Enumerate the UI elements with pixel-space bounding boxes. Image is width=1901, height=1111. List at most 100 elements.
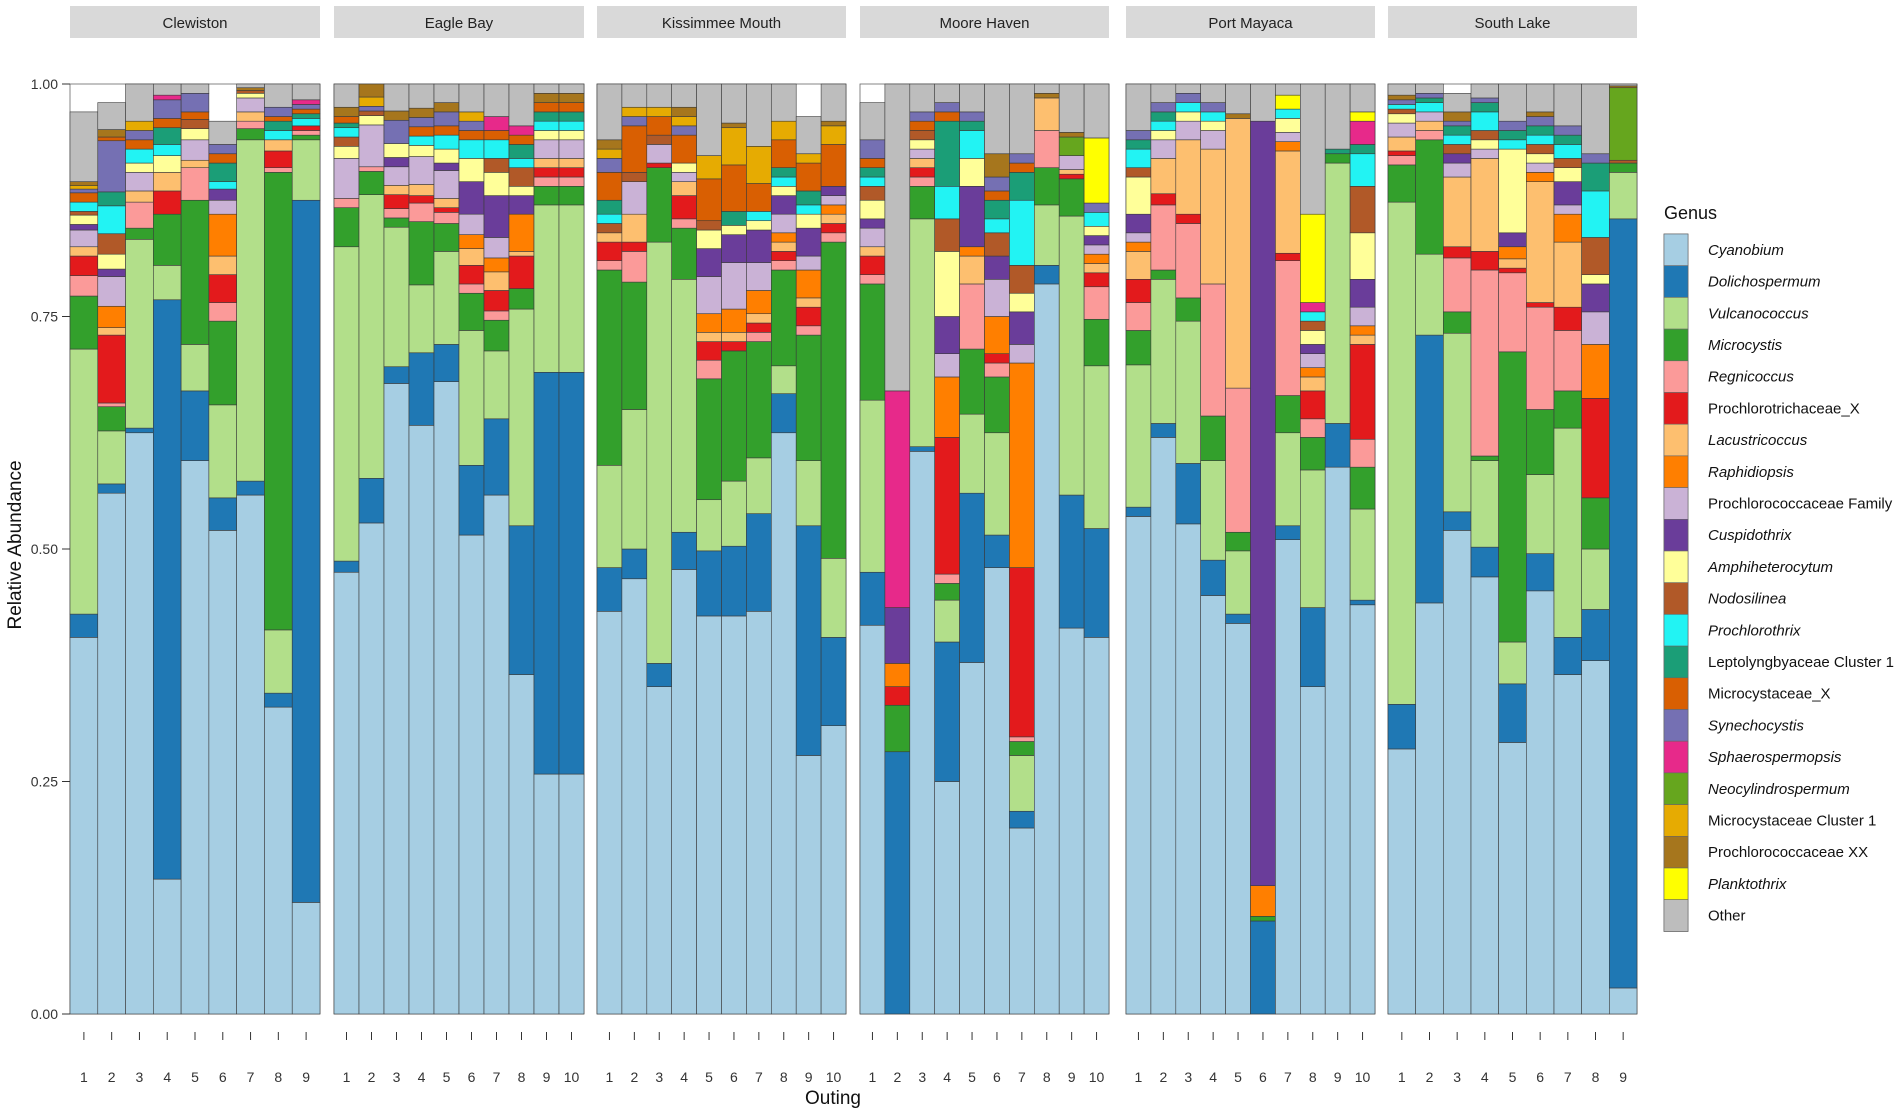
- bar-segment: Clewiston 6 – Raphidiopsis: 0.045: [208, 213, 237, 257]
- legend-label: Lacustricoccus: [1708, 432, 1808, 449]
- bar-segment: Port Mayaca 8 – Prochlorotrichaceae_X: 0…: [1300, 390, 1326, 420]
- bar-segment: Kissimmee Mouth 7 – Vulcanococcus: 0.06: [746, 457, 772, 514]
- bar-segment: Port Mayaca 7 – Prochlorothrix: 0.01: [1275, 108, 1301, 119]
- bar-segment: Moore Haven 7 – Raphidiopsis: 0.22: [1009, 362, 1035, 568]
- facet-label: Kissimmee Mouth: [662, 15, 781, 32]
- bar-segment: Moore Haven 9 – Prochlorococcaceae XX: 0…: [1058, 132, 1085, 138]
- bar-segment: Moore Haven 7 – Leptolyngbyaceae Cluster…: [1009, 172, 1035, 201]
- bar-segment: Eagle Bay 10 – Prochlorothrix: 0.01: [558, 120, 585, 131]
- bar-segment: Moore Haven 1 – Dolichospermum: 0.057: [859, 571, 886, 626]
- bar-segment: Moore Haven 6 – Microcystaceae_X: 0.01: [984, 190, 1010, 201]
- bar-segment: Clewiston 2 – Prochlorococcaceae XX: 0.0…: [97, 129, 126, 138]
- bar-segment: South Lake 2 – Leptolyngbyaceae Cluster …: [1415, 97, 1444, 103]
- bar-segment: Moore Haven 6 – Microcystis: 0.06: [984, 376, 1010, 434]
- bar-segment: Port Mayaca 7 – Raphidiopsis: 0.01: [1275, 141, 1301, 152]
- bar-segment: Moore Haven 5 – Cyanobium: 0.378: [959, 662, 985, 1015]
- bar-segment: South Lake 1 – Dolichospermum: 0.048: [1387, 704, 1416, 750]
- bar-segment: Kissimmee Mouth 7 – Cuspidothrix: 0.035: [746, 229, 772, 263]
- bar-segment: Eagle Bay 7 – Prochlorothrix: 0.02: [483, 139, 510, 159]
- bar-segment: Port Mayaca 8 – Regnicoccus: 0.02: [1300, 418, 1326, 438]
- bar-segment: Kissimmee Mouth 1 – Nodosilinea: 0.01: [596, 223, 623, 234]
- bar-segment: Clewiston 9 – Cyanobium: 0.12: [291, 902, 321, 1015]
- bar-segment: Eagle Bay 4 – Prochlorococcaceae Family:…: [408, 156, 435, 185]
- bar-segment: South Lake 3 – Vulcanococcus: 0.192: [1443, 332, 1472, 513]
- bar-segment: Kissimmee Mouth 7 – Prochlorothrix: 0.01: [746, 211, 772, 222]
- bar-segment: Eagle Bay 5 – Prochlorococcaceae XX: 0.0…: [433, 102, 460, 113]
- bar-segment: Kissimmee Mouth 10 – Raphidiopsis: 0.01: [820, 204, 847, 215]
- bar-segment: Clewiston 2 – Prochlorococcaceae Family:…: [97, 276, 126, 307]
- bar-segment: Clewiston 5 – Dolichospermum: 0.075: [180, 390, 210, 461]
- bar-segment: South Lake 2 – Other: 0.02: [1415, 83, 1444, 94]
- bar-segment: South Lake 9 – Microcystis: 0.01: [1609, 162, 1638, 173]
- bar-segment: Port Mayaca 7 – Microcystis: 0.04: [1275, 395, 1301, 434]
- bar-segment: South Lake 7 – Regnicoccus: 0.065: [1553, 330, 1582, 392]
- bar-segment: Kissimmee Mouth 8 – Dolichospermum: 0.04…: [770, 393, 797, 434]
- bar-segment: Kissimmee Mouth 10 – Regnicoccus: 0.01: [820, 232, 847, 243]
- bar-segment: Moore Haven 6 – Nodosilinea: 0.025: [984, 232, 1010, 257]
- bar-segment: Eagle Bay 8 – Amphiheterocytum: 0.01: [508, 186, 535, 196]
- bar-segment: Kissimmee Mouth 1 – Dolichospermum: 0.04…: [596, 567, 623, 612]
- bar-segment: South Lake 7 – Amphiheterocytum: 0.015: [1553, 167, 1582, 182]
- bar-segment: Moore Haven 8 – Prochlorococcaceae XX: 0…: [1034, 93, 1060, 99]
- bar-segment: Clewiston 5 – Nodosilinea: 0.01: [180, 119, 210, 129]
- bar-segment: Eagle Bay 2 – Synechocystis: 0.005: [358, 106, 385, 112]
- bar-segment: South Lake 9 – Dolichospermum: 0.827: [1609, 218, 1638, 989]
- bar-segment: Eagle Bay 5 – Prochlorothrix: 0.015: [433, 134, 460, 150]
- legend-swatch: [1663, 867, 1689, 901]
- bar-segment: Moore Haven 4 – Raphidiopsis: 0.065: [934, 376, 960, 438]
- bar-segment: Moore Haven 10 – Amphiheterocytum: 0.01: [1083, 225, 1110, 236]
- bar-segment: Eagle Bay 2 – Amphiheterocytum: 0.01: [358, 115, 385, 126]
- bar-segment: South Lake 6 – Amphiheterocytum: 0.01: [1526, 153, 1555, 164]
- y-tick-label: 0.00: [31, 1006, 58, 1022]
- bar-segment: Clewiston 6 – Microcystaceae_X: 0.01: [208, 153, 237, 164]
- bar-segment: Port Mayaca 1 – Nodosilinea: 0.01: [1125, 167, 1152, 178]
- bar-segment: Moore Haven 4 – Microcystaceae_X: 0.01: [934, 111, 960, 122]
- bar-segment: South Lake 4 – Prochlorococcaceae Family…: [1470, 148, 1499, 159]
- x-tick-label: 4: [418, 1069, 426, 1085]
- x-tick-label: 7: [247, 1069, 255, 1085]
- bar-segment: Kissimmee Mouth 5 – Microcystaceae Clust…: [696, 155, 722, 180]
- bar-segment: Moore Haven 10 – Lacustricoccus: 0.01: [1083, 263, 1110, 274]
- bar-segment: Clewiston 5 – Vulcanococcus: 0.05: [180, 344, 210, 392]
- bar-segment: Port Mayaca 5 – Cyanobium: 0.42: [1225, 623, 1251, 1015]
- bar-segment: Moore Haven 1 – Lacustricoccus: 0.01: [859, 246, 886, 257]
- bar-segment: Clewiston 6 – Cuspidothrix: 0.012: [208, 188, 237, 201]
- bar-segment: Kissimmee Mouth 2 – Vulcanococcus: 0.15: [621, 409, 648, 550]
- bar-segment: Kissimmee Mouth 5 – Other: 0.077: [696, 83, 722, 156]
- x-tick-label: 4: [1481, 1069, 1489, 1085]
- bar-segment: Kissimmee Mouth 4 – Lacustricoccus: 0.01…: [671, 181, 697, 196]
- facet-headers: Clewiston Eagle Bay Kissimmee Mouth Moore H…: [70, 6, 1637, 38]
- bar-segment: Eagle Bay 2 – Cyanobium: 0.528: [358, 522, 385, 1015]
- bar-segment: Moore Haven 9 – Prochlorotrichaceae_X: 0…: [1058, 173, 1085, 180]
- bar-segment: Moore Haven 6 – Prochlorococcaceae XX: 0…: [984, 153, 1010, 178]
- bar-segment: Port Mayaca 5 – Vulcanococcus: 0.068: [1225, 550, 1251, 615]
- bar-segment: Clewiston 7 – Lacustricoccus: 0.01: [236, 111, 265, 122]
- bar-segment: Clewiston 6 – Prochlorothrix: 0.008: [208, 181, 237, 190]
- y-tick-label: 1.00: [31, 76, 58, 92]
- bar-segment: Eagle Bay 9 – Lacustricoccus: 0.01: [533, 158, 560, 168]
- bar-segment: Kissimmee Mouth 4 – Dolichospermum: 0.04: [671, 531, 697, 570]
- bar-segment: South Lake 1 – Microcystis: 0.04: [1387, 164, 1416, 203]
- bar-segment: Eagle Bay 6 – Lacustricoccus: 0.018: [458, 248, 485, 266]
- x-tick-label: 8: [518, 1069, 526, 1085]
- x-tick-label: 3: [1453, 1069, 1461, 1085]
- bar-segment: Moore Haven 5 – Lacustricoccus: 0.03: [959, 255, 985, 285]
- bar-segment: South Lake 2 – Dolichospermum: 0.288: [1415, 334, 1444, 604]
- x-tick-label: 9: [1619, 1069, 1627, 1085]
- legend-label: Prochlorotrichaceae_X: [1708, 400, 1860, 417]
- bar-segment: Moore Haven 6 – Cyanobium: 0.48: [984, 567, 1010, 1015]
- bar-segment: Eagle Bay 9 – Prochlorotrichaceae_X: 0.0…: [533, 167, 560, 178]
- bar-segment: Eagle Bay 4 – Prochlorothrix: 0.01: [408, 135, 435, 146]
- bar-segment: South Lake 8 – Synechocystis: 0.01: [1581, 153, 1610, 164]
- legend-label: Raphidiopsis: [1708, 464, 1794, 481]
- bar-segment: South Lake 5 – Prochlorothrix: 0.01: [1498, 139, 1527, 150]
- bar-segment: Clewiston 9 – Other: 0.017: [291, 83, 321, 101]
- bar-segment: Clewiston 6 – Leptolyngbyaceae Cluster 1…: [208, 162, 237, 182]
- bar-segment: South Lake 2 – Vulcanococcus: 0.087: [1415, 253, 1444, 336]
- bar-segment: Eagle Bay 1 – Cyanobium: 0.475: [333, 571, 360, 1015]
- bar-segment: Kissimmee Mouth 5 – Raphidiopsis: 0.02: [696, 313, 722, 333]
- bar-segment: Clewiston 4 – Cyanobium: 0.145: [153, 878, 182, 1015]
- bar-segment: Moore Haven 1 – Microcystaceae_X: 0.01: [859, 158, 886, 168]
- bar-segment: South Lake 8 – Prochlorococcaceae Family…: [1581, 311, 1610, 345]
- bar-segment: Eagle Bay 4 – Microcystaceae_X: 0.01: [408, 126, 435, 137]
